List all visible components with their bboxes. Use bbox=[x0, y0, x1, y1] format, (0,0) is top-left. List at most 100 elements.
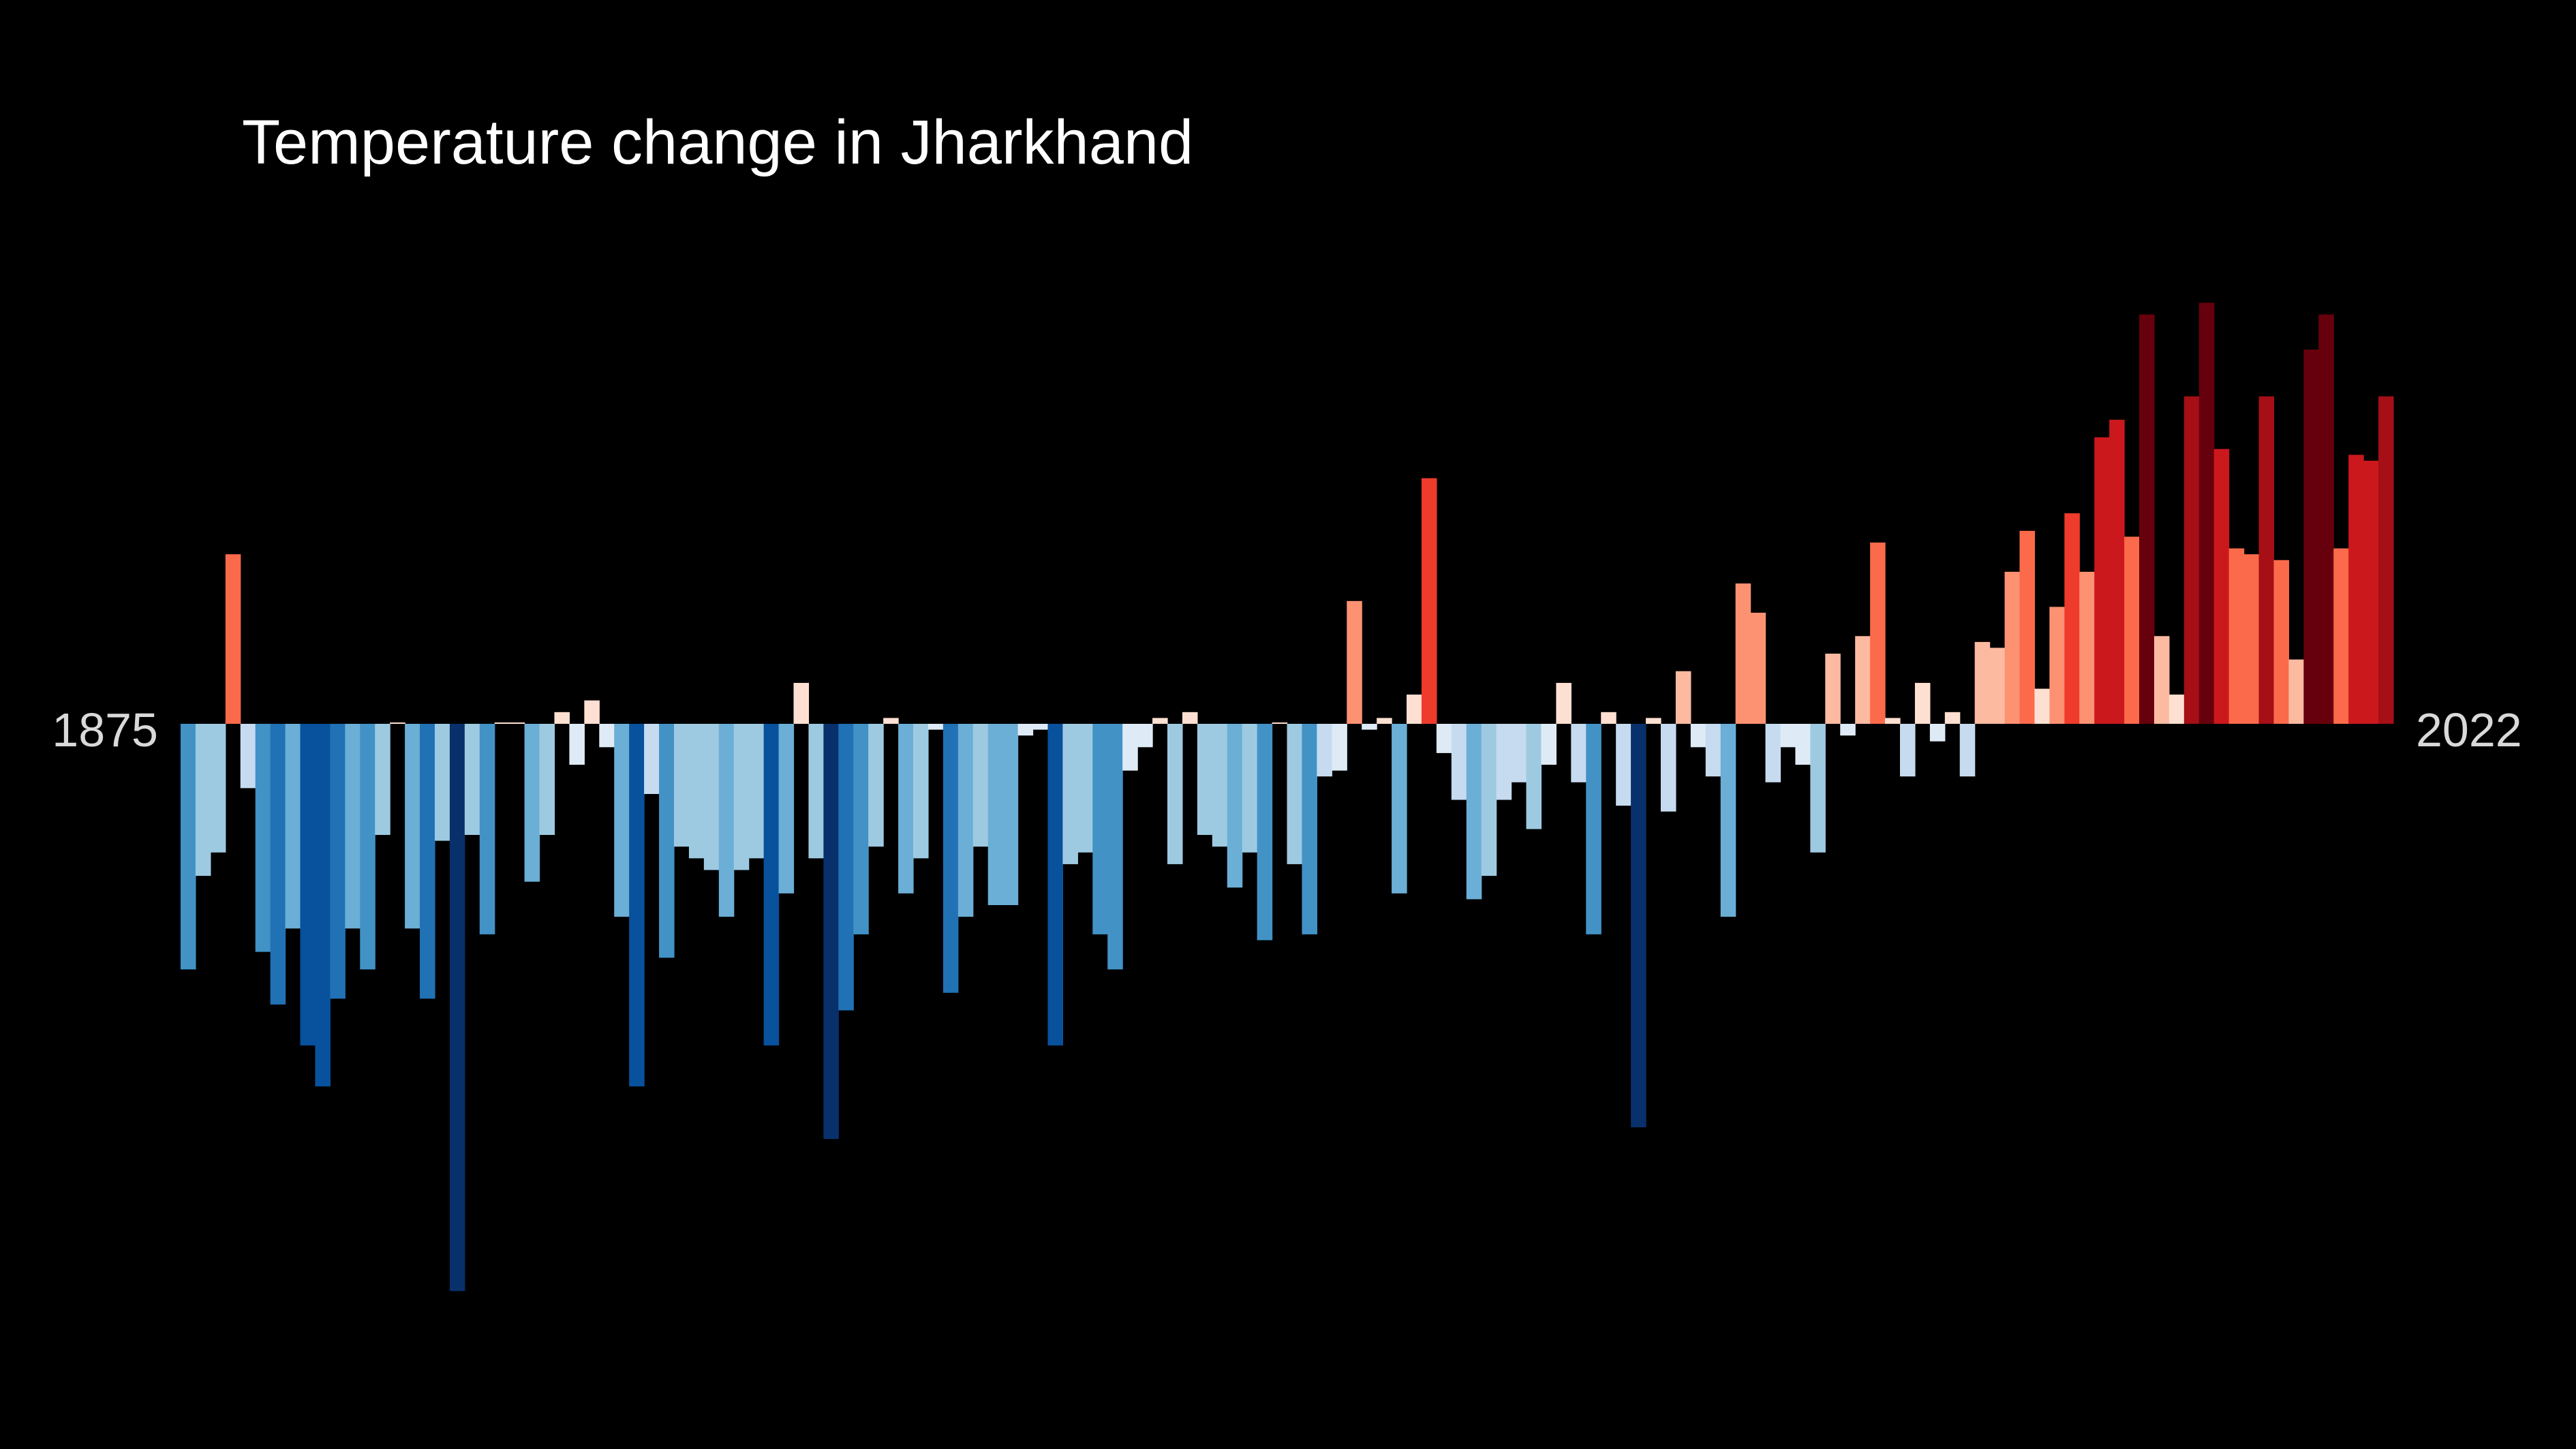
bar-1898 bbox=[524, 724, 540, 882]
bar-1936 bbox=[1092, 724, 1108, 934]
bar-1984 bbox=[1810, 724, 1826, 853]
bar-1955 bbox=[1377, 718, 1392, 724]
bar-2021 bbox=[2363, 460, 2379, 724]
bar-2014 bbox=[2258, 396, 2275, 724]
bar-1915 bbox=[778, 724, 795, 894]
bar-2009 bbox=[2183, 396, 2200, 724]
bar-1980 bbox=[1750, 612, 1766, 724]
bar-1916 bbox=[793, 682, 810, 724]
bar-1877 bbox=[210, 724, 226, 853]
chart-title: Temperature change in Jharkhand bbox=[242, 108, 1193, 177]
bar-1946 bbox=[1242, 724, 1258, 853]
bar-1944 bbox=[1212, 724, 1228, 847]
bar-1978 bbox=[1720, 724, 1736, 917]
bar-1940 bbox=[1152, 718, 1168, 724]
bar-1883 bbox=[300, 724, 316, 1046]
bar-1917 bbox=[808, 724, 824, 859]
end-year-label: 2022 bbox=[2416, 703, 2522, 757]
bar-1920 bbox=[853, 724, 869, 934]
bar-1951 bbox=[1317, 724, 1332, 777]
bar-1935 bbox=[1077, 724, 1093, 853]
bar-1911 bbox=[718, 724, 735, 917]
bar-2001 bbox=[2064, 513, 2080, 724]
bar-1975 bbox=[1675, 671, 1691, 724]
bar-1891 bbox=[420, 724, 435, 999]
bar-1966 bbox=[1541, 724, 1557, 765]
bar-1930 bbox=[1002, 724, 1019, 905]
bar-1962 bbox=[1481, 724, 1497, 876]
bar-1919 bbox=[838, 724, 854, 1011]
bar-1957 bbox=[1407, 695, 1422, 724]
bar-2018 bbox=[2318, 314, 2334, 724]
bar-1907 bbox=[659, 724, 675, 958]
bar-1997 bbox=[2004, 571, 2021, 724]
bar-1910 bbox=[703, 724, 720, 870]
bar-1942 bbox=[1182, 712, 1198, 724]
bar-1885 bbox=[330, 724, 346, 999]
bar-2017 bbox=[2303, 349, 2319, 724]
bar-1949 bbox=[1287, 724, 1303, 864]
bar-1952 bbox=[1332, 724, 1347, 771]
bar-1923 bbox=[898, 724, 914, 894]
bar-1954 bbox=[1362, 724, 1377, 730]
bar-1989 bbox=[1885, 718, 1901, 724]
bar-1945 bbox=[1227, 724, 1243, 888]
bar-2016 bbox=[2288, 659, 2304, 724]
bar-1972 bbox=[1631, 724, 1646, 1128]
bar-1902 bbox=[584, 700, 600, 724]
bar-1894 bbox=[464, 724, 480, 836]
bar-1895 bbox=[479, 724, 495, 934]
bar-1939 bbox=[1137, 724, 1153, 748]
bar-1999 bbox=[2034, 688, 2050, 724]
bar-1928 bbox=[972, 724, 989, 847]
bar-1968 bbox=[1571, 724, 1586, 782]
bars-group bbox=[181, 303, 2394, 1292]
bar-1889 bbox=[390, 722, 405, 724]
bar-1948 bbox=[1272, 722, 1288, 724]
bar-2002 bbox=[2079, 571, 2095, 724]
bar-1875 bbox=[181, 724, 196, 970]
bar-1976 bbox=[1690, 724, 1706, 748]
bar-1960 bbox=[1451, 724, 1467, 800]
bar-1971 bbox=[1616, 724, 1631, 806]
bar-1904 bbox=[614, 724, 630, 917]
bar-1876 bbox=[195, 724, 211, 876]
bar-1925 bbox=[927, 724, 944, 730]
bar-1927 bbox=[957, 724, 974, 917]
bar-1958 bbox=[1421, 478, 1437, 724]
bar-1900 bbox=[554, 712, 570, 724]
bar-2022 bbox=[2378, 396, 2394, 724]
bar-2006 bbox=[2139, 314, 2155, 724]
bar-2004 bbox=[2109, 419, 2125, 724]
bar-1882 bbox=[285, 724, 301, 929]
bar-1897 bbox=[509, 722, 525, 724]
bar-1906 bbox=[644, 724, 660, 794]
bar-1922 bbox=[883, 718, 899, 724]
bar-1880 bbox=[255, 724, 271, 952]
bar-1950 bbox=[1302, 724, 1317, 934]
bar-1982 bbox=[1780, 724, 1796, 748]
bar-1893 bbox=[449, 724, 465, 1292]
bar-1884 bbox=[315, 724, 331, 1086]
bar-2008 bbox=[2168, 695, 2185, 724]
bar-1986 bbox=[1840, 724, 1856, 736]
bar-1914 bbox=[763, 724, 780, 1046]
bar-2005 bbox=[2124, 536, 2140, 724]
bar-1913 bbox=[748, 724, 765, 859]
bar-1992 bbox=[1929, 724, 1946, 742]
bar-1967 bbox=[1556, 682, 1571, 724]
bar-1912 bbox=[733, 724, 750, 870]
bar-1886 bbox=[345, 724, 361, 929]
bar-1981 bbox=[1765, 724, 1781, 782]
bar-1969 bbox=[1586, 724, 1601, 934]
bar-1996 bbox=[1989, 647, 2006, 724]
bar-1929 bbox=[987, 724, 1004, 905]
bar-1909 bbox=[688, 724, 705, 859]
bar-1991 bbox=[1914, 682, 1931, 724]
bar-1888 bbox=[375, 724, 390, 836]
bar-1931 bbox=[1017, 724, 1034, 736]
bar-1937 bbox=[1107, 724, 1123, 970]
bar-2003 bbox=[2094, 437, 2110, 724]
bar-1926 bbox=[942, 724, 959, 993]
